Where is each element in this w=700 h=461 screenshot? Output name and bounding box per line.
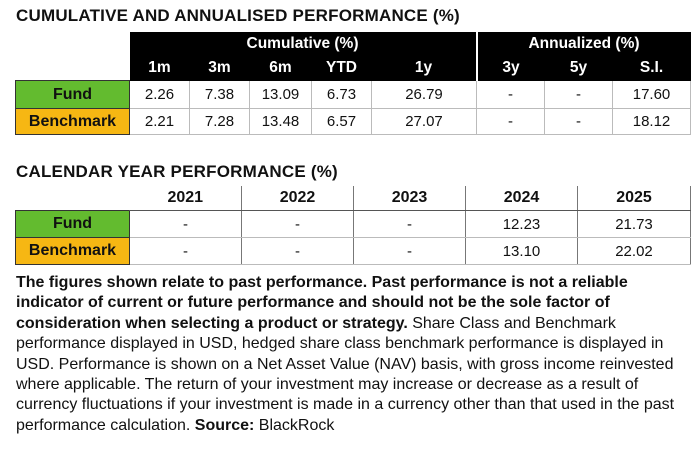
table-cell: - [129,237,242,265]
table-cell: 21.73 [577,210,691,238]
table-cell: - [241,210,354,238]
column-header: 5y [544,56,613,81]
table-cell: 2.21 [129,108,190,135]
disclaimer: The figures shown relate to past perform… [16,273,688,436]
calendar-table: 2021 2022 2023 2024 2025 Fund - - -12.23 21.73 Be… [15,186,691,265]
table-cell: 6.73 [311,80,372,109]
row-label: Benchmark [15,108,130,135]
column-header: 2021 [129,186,242,211]
table-cell: - [476,80,545,109]
table-cell: 7.28 [189,108,250,135]
table-cell: - [353,237,466,265]
table-cell: 13.48 [249,108,312,135]
table-cell: 12.23 [465,210,578,238]
row-label: Fund [15,80,130,109]
column-header: 1m [129,56,190,81]
column-header: S.I. [612,56,691,81]
table-cell: 18.12 [612,108,692,135]
table-cell: - [476,108,545,135]
table-cell: - [353,210,466,238]
source-label: Source: [194,416,255,434]
column-header: 3y [475,56,545,81]
table-cell: 2.26 [129,80,190,109]
row-label: Fund [15,210,130,238]
table-cell: - [544,80,613,109]
group-header: Cumulative (%) [129,32,477,56]
table-row: Fund 2.26 7.38 13.09 6.73 26.79- -17.60 [15,80,692,109]
table-cell: 13.10 [465,237,578,265]
column-header: 2022 [241,186,354,211]
disclaimer-text: Share Class and Benchmark performance di… [16,314,675,434]
table-cell: - [544,108,613,135]
column-header: 1y [371,56,477,81]
table-row: Benchmark - - -13.10 22.02 [15,237,691,265]
table-cell: 22.02 [577,237,691,265]
group-header: Annualized (%) [475,32,691,56]
column-header: 2023 [353,186,466,211]
table-cell: 26.79 [371,80,477,109]
table-cell: - [241,237,354,265]
table-row: Fund - - -12.23 21.73 [15,210,691,238]
disclaimer-bold: The figures shown relate to past perform… [16,274,628,332]
table-title: CUMULATIVE AND ANNUALISED PERFORMANCE (%… [16,6,460,25]
table-cell: 27.07 [371,108,477,135]
column-header: 2025 [577,186,691,211]
column-header: 3m [189,56,250,81]
table-row: Benchmark 2.21 7.28 13.48 6.57 27.07- -18.12 [15,108,692,135]
table-cell: 17.60 [612,80,692,109]
source: BlackRock [258,416,335,434]
column-header: YTD [311,56,372,81]
cumulative-table: Cumulative (%) Annualized (%) 1m 3m 6m YTD 1y… [15,32,692,135]
row-label: Benchmark [15,237,130,265]
column-header: 2024 [465,186,578,211]
table-cell: - [129,210,242,238]
column-header: 6m [249,56,312,81]
table-cell: 7.38 [189,80,250,109]
table-cell: 13.09 [249,80,312,109]
table-title: CALENDAR YEAR PERFORMANCE (%) [16,162,338,181]
table-cell: 6.57 [311,108,372,135]
